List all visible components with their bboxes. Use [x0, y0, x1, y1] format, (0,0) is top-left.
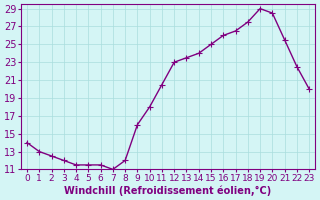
X-axis label: Windchill (Refroidissement éolien,°C): Windchill (Refroidissement éolien,°C): [64, 185, 272, 196]
